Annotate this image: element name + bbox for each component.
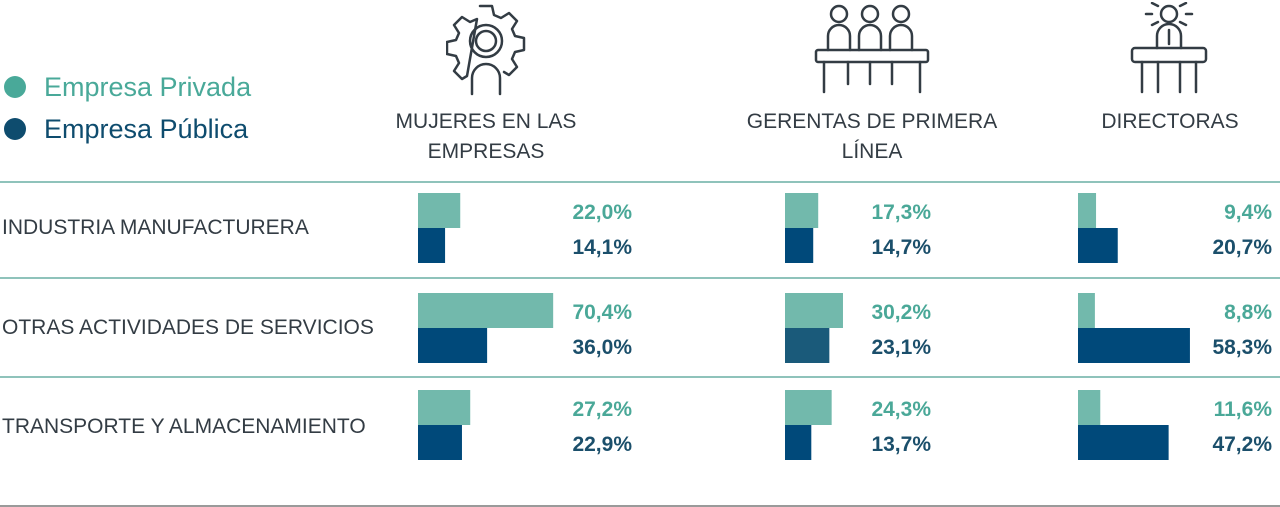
value-label-public: 58,3% (1212, 336, 1272, 359)
value-label-private: 24,3% (871, 398, 931, 421)
column-header-gerentas: GERENTAS DE PRIMERA LÍNEA (742, 107, 1002, 167)
value-label-public: 47,2% (1212, 433, 1272, 456)
column-header-line: MUJERES EN LAS (395, 110, 577, 133)
value-label-public: 13,7% (871, 433, 931, 456)
value-label-private: 30,2% (871, 301, 931, 324)
bar-public (785, 425, 812, 460)
value-label-public: 14,1% (572, 236, 632, 259)
column-header-line: EMPRESAS (427, 140, 545, 163)
legend-label-public: Empresa Pública (44, 113, 249, 144)
column-header-line: GERENTAS DE PRIMERA (746, 110, 998, 133)
column-header-mujeres: MUJERES EN LAS EMPRESAS (386, 107, 586, 167)
value-label-private: 22,0% (572, 201, 632, 224)
bar-public (418, 328, 488, 363)
row-divider (0, 277, 1280, 279)
bar-private (785, 193, 819, 228)
bar-private (1078, 293, 1095, 328)
value-label-private: 17,3% (871, 201, 931, 224)
value-label-public: 22,9% (572, 433, 632, 456)
gear-person-icon (446, 4, 526, 96)
bar-private (418, 390, 471, 425)
value-label-private: 11,6% (1214, 398, 1273, 421)
column-header-line: DIRECTORAS (1101, 110, 1239, 133)
three-people-table-icon (814, 4, 930, 94)
bar-private (1078, 390, 1101, 425)
column-header-line: LÍNEA (841, 140, 903, 163)
bar-public (1078, 228, 1118, 263)
bar-private (418, 193, 461, 228)
value-label-private: 27,2% (572, 398, 632, 421)
bar-public (785, 328, 830, 363)
column-header-directoras: DIRECTORAS (1090, 107, 1250, 137)
legend-item-private: Empresa Privada (4, 66, 251, 108)
row-divider (0, 181, 1280, 183)
bar-public (418, 228, 446, 263)
row-label-servicios: OTRAS ACTIVIDADES DE SERVICIOS (2, 316, 374, 339)
bottom-divider (0, 505, 1280, 507)
bar-public (418, 425, 462, 460)
value-label-private: 8,8% (1224, 301, 1272, 324)
row-divider (0, 376, 1280, 378)
bar-private (785, 390, 832, 425)
value-label-private: 70,4% (572, 301, 632, 324)
bar-private (418, 293, 554, 328)
speaker-podium-icon (1130, 2, 1208, 94)
bar-public (1078, 425, 1169, 460)
value-label-public: 14,7% (871, 236, 931, 259)
legend-label-private: Empresa Privada (44, 71, 252, 102)
legend: Empresa Privada Empresa Pública (4, 66, 251, 150)
legend-dot-public (4, 118, 26, 140)
legend-item-public: Empresa Pública (4, 108, 251, 150)
row-label-transporte: TRANSPORTE Y ALMACENAMIENTO (2, 415, 366, 438)
bar-private (1078, 193, 1097, 228)
legend-dot-private (4, 76, 26, 98)
value-label-public: 23,1% (871, 336, 931, 359)
bar-public (785, 228, 814, 263)
bar-private (785, 293, 843, 328)
value-label-private: 9,4% (1224, 201, 1272, 224)
value-label-public: 36,0% (572, 336, 632, 359)
row-label-industria: INDUSTRIA MANUFACTURERA (2, 216, 309, 239)
value-label-public: 20,7% (1212, 236, 1272, 259)
bar-public (1078, 328, 1190, 363)
